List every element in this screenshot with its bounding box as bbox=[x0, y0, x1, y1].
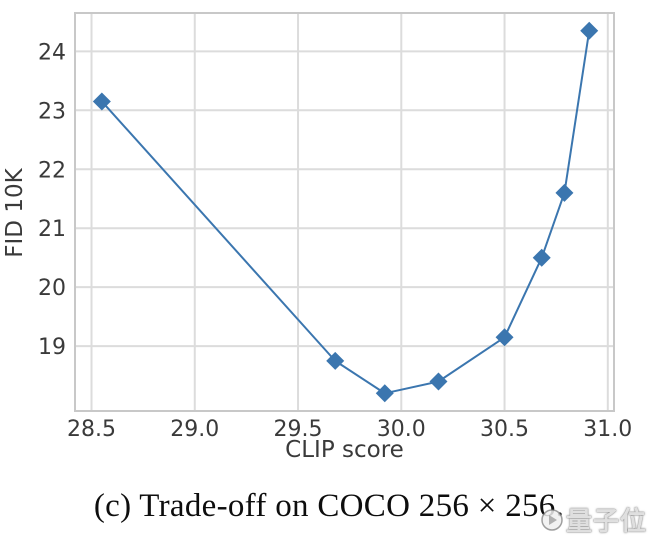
x-tick-label: 29.0 bbox=[170, 417, 219, 442]
data-point-marker bbox=[92, 92, 111, 111]
x-tick-label: 29.5 bbox=[274, 417, 323, 442]
axes-frame bbox=[74, 12, 615, 412]
x-tick-label: 31.0 bbox=[583, 417, 632, 442]
data-point-marker bbox=[375, 384, 394, 403]
x-tick-label: 28.5 bbox=[67, 417, 116, 442]
y-tick-label: 20 bbox=[38, 276, 66, 301]
y-tick-label: 21 bbox=[38, 217, 66, 242]
y-axis-label: FID 10K bbox=[2, 168, 28, 258]
x-tick-label: 30.0 bbox=[377, 417, 426, 442]
x-tick-label: 30.5 bbox=[480, 417, 529, 442]
y-tick-label: 24 bbox=[38, 40, 66, 65]
chart-region: 28.5 29.0 29.5 30.0 30.5 31.0 19 20 21 22 23 24 CLI… bbox=[2, 12, 632, 463]
x-axis-label: CLIP score bbox=[285, 437, 404, 463]
data-point-marker bbox=[580, 21, 599, 40]
data-line bbox=[101, 30, 591, 395]
figure-caption: (c) Trade-off on COCO 256 × 256. bbox=[93, 488, 565, 524]
data-point-marker bbox=[532, 248, 551, 267]
y-tick-label: 19 bbox=[38, 335, 66, 360]
y-tick-label: 22 bbox=[38, 158, 66, 183]
data-point-marker bbox=[429, 372, 448, 391]
data-point-marker bbox=[495, 328, 514, 347]
data-point-marker bbox=[555, 183, 574, 202]
data-point-marker bbox=[326, 351, 345, 370]
fid-vs-clip-chart: 28.5 29.0 29.5 30.0 30.5 31.0 19 20 21 22 23 24 bbox=[38, 12, 632, 442]
y-tick-label: 23 bbox=[38, 99, 66, 124]
